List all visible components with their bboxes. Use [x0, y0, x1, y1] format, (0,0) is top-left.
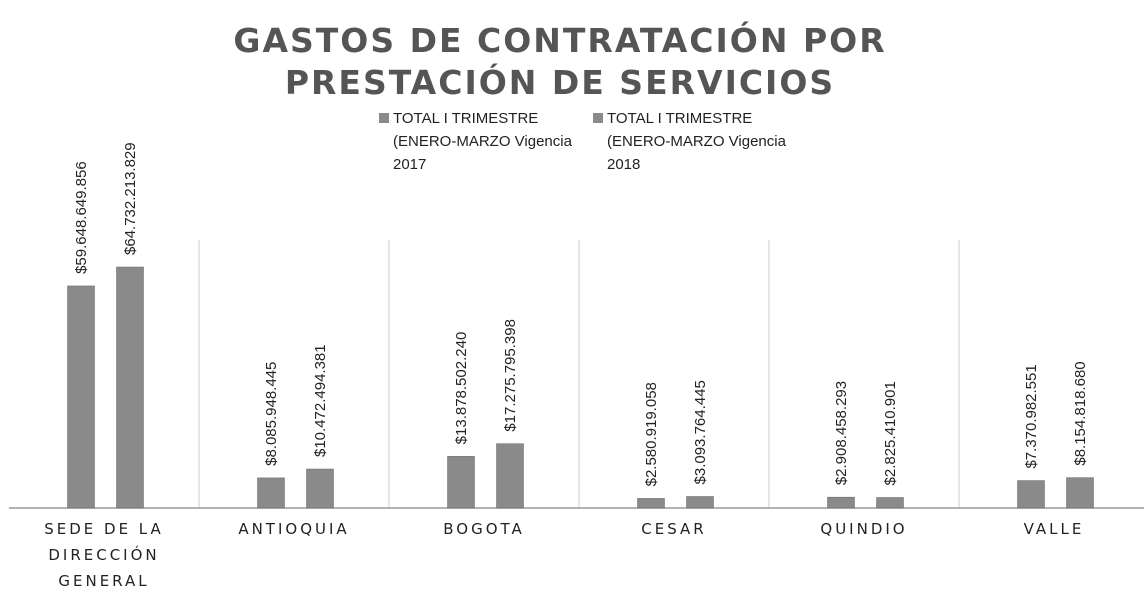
value-label: $2.580.919.058: [643, 382, 660, 486]
bar: [686, 496, 714, 509]
bar: [257, 477, 285, 509]
value-label: $13.878.502.240: [453, 332, 470, 445]
x-tick-label: ANTIOQUIA: [238, 520, 350, 538]
bar: [1017, 480, 1045, 509]
value-label: $17.275.795.398: [502, 319, 519, 432]
bar: [116, 266, 144, 509]
value-label: $2.825.410.901: [882, 381, 899, 485]
chart-title: GASTOS DE CONTRATACIÓN POR PRESTACIÓN DE…: [233, 21, 887, 102]
value-label: $3.093.764.445: [692, 380, 709, 484]
value-label: $7.370.982.551: [1023, 364, 1040, 468]
value-label: $8.154.818.680: [1072, 361, 1089, 465]
bar: [447, 456, 475, 509]
bar: [1066, 477, 1094, 509]
x-tick-label: QUINDIO: [820, 520, 908, 538]
legend-item: TOTAL I TRIMESTRE (ENERO-MARZO Vigencia …: [593, 107, 787, 176]
value-label: $64.732.213.829: [122, 142, 139, 255]
x-tick-label: SEDE DE LA DIRECCIÓN GENERAL: [44, 520, 164, 590]
bar: [637, 498, 665, 509]
bar: [876, 497, 904, 509]
legend-item: TOTAL I TRIMESTRE (ENERO-MARZO Vigencia …: [379, 107, 573, 176]
value-label: $10.472.494.381: [312, 344, 329, 457]
value-label: $2.908.458.293: [833, 381, 850, 485]
value-label: $59.648.649.856: [73, 161, 90, 274]
x-tick-label: VALLE: [1023, 520, 1085, 538]
bar: [306, 468, 334, 509]
bar: [827, 496, 855, 509]
x-tick-label: BOGOTA: [443, 520, 525, 538]
value-label: $8.085.948.445: [263, 362, 280, 466]
legend-swatch: [593, 113, 603, 123]
bar: [496, 443, 524, 509]
legend-swatch: [379, 113, 389, 123]
bar: [67, 285, 95, 509]
x-tick-label: CESAR: [641, 520, 707, 538]
